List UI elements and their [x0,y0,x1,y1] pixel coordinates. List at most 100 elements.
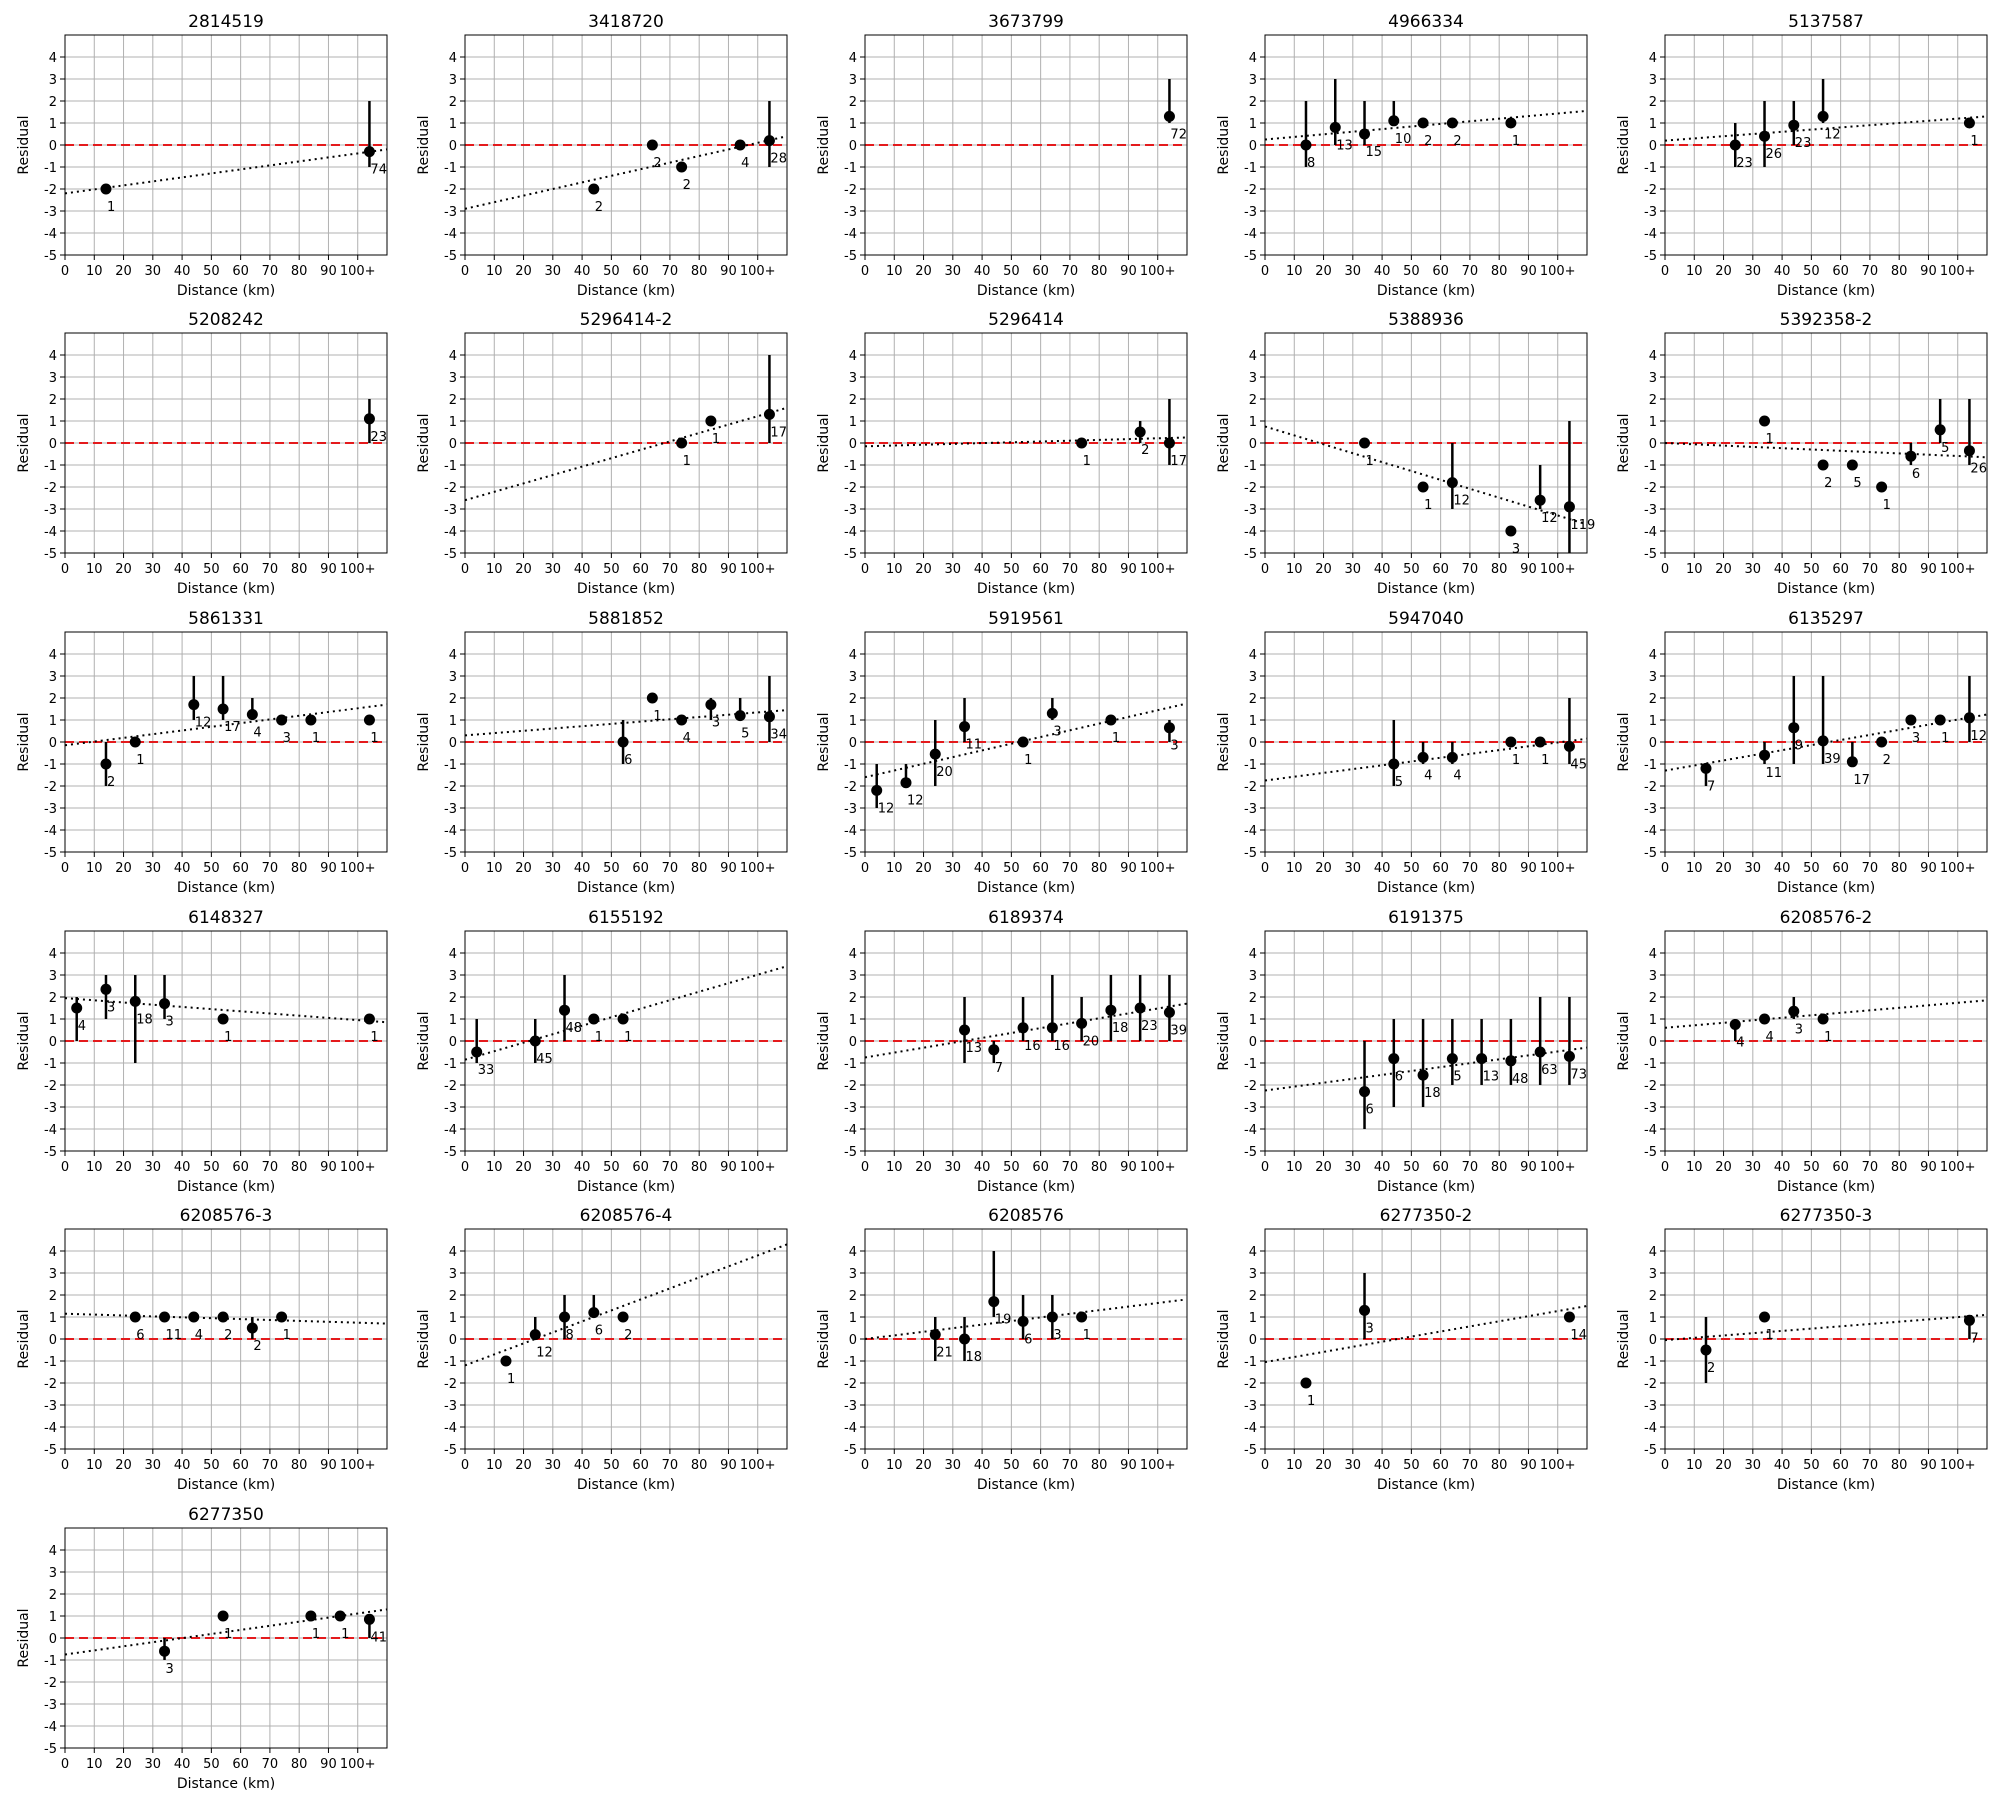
x-tick-label: 10 [1686,1160,1703,1175]
y-tick-label: 3 [849,670,857,685]
x-tick-label: 30 [545,264,562,279]
x-tick-label: 0 [1661,1458,1669,1473]
x-tick-label: 80 [1491,1160,1508,1175]
data-point [588,1013,600,1025]
subplot: 11 170 10 20 30 40 50 60 70 80 90 100+43210-1-2-3-4… [416,310,788,597]
x-tick-label: 70 [262,562,279,577]
y-tick-label: 2 [849,393,857,408]
count-label: 39 [1824,752,1841,767]
y-tick-label: -5 [1644,846,1657,861]
y-tick-label: -1 [1644,758,1657,773]
x-tick-label: 0 [61,861,69,876]
x-tick-label: 50 [1003,562,1020,577]
y-axis-label: Residual [1616,1011,1632,1070]
y-tick-label: 3 [49,1566,57,1581]
y-tick-label: 4 [1249,51,1257,66]
y-tick-label: -2 [444,1079,457,1094]
data-point [100,758,112,770]
x-tick-label: 10 [486,861,503,876]
x-tick-label: 80 [1891,562,1908,577]
y-tick-label: -1 [444,161,457,176]
y-tick-label: -3 [844,205,857,220]
data-point [363,1013,375,1025]
data-point [1934,714,1946,726]
y-tick-label: -2 [844,1377,857,1392]
y-tick-label: 2 [1649,393,1657,408]
count-label: 4 [253,726,261,741]
x-tick-label: 10 [1286,562,1303,577]
y-tick-label: 4 [1249,1245,1257,1260]
count-label: 1 [507,1372,515,1387]
trend-line [1264,1305,1588,1364]
x-tick-label: 30 [145,1458,162,1473]
trend-line [464,1243,788,1367]
x-axis-label: Distance (km) [577,581,675,597]
subplot-title: 6277350-2 [1380,1206,1473,1226]
data-point [188,1311,200,1323]
x-axis-label: Distance (km) [177,283,275,299]
subplot-title: 6155192 [588,908,664,928]
count-label: 1 [370,1030,378,1045]
x-tick-label: 30 [545,1458,562,1473]
x-tick-label: 10 [1286,1160,1303,1175]
count-label: 1 [624,1030,632,1045]
y-tick-label: -3 [1644,1101,1657,1116]
x-tick-label: 50 [1803,861,1820,876]
y-tick-label: 4 [49,947,57,962]
data-point [529,1329,541,1341]
x-tick-label: 100+ [1540,562,1576,577]
data-point [1017,1022,1029,1034]
data-point [159,1645,171,1657]
count-label: 2 [253,1339,261,1354]
y-tick-label: -5 [444,249,457,264]
x-tick-label: 90 [1120,1458,1137,1473]
data-point [959,1024,971,1036]
data-point [1759,1311,1771,1323]
x-tick-label: 90 [320,861,337,876]
x-tick-label: 10 [486,562,503,577]
y-tick-label: -2 [1644,183,1657,198]
y-tick-label: 2 [449,1289,457,1304]
y-tick-label: -5 [844,1145,857,1160]
y-tick-label: 4 [1249,648,1257,663]
y-tick-label: -1 [1244,1355,1257,1370]
x-tick-label: 70 [1062,861,1079,876]
y-tick-label: 4 [449,349,457,364]
x-tick-label: 20 [915,264,932,279]
y-tick-label: 3 [1649,1267,1657,1282]
data-point [1134,426,1146,438]
data-point [217,703,229,715]
y-tick-label: 2 [49,692,57,707]
y-tick-label: -3 [1644,1399,1657,1414]
y-tick-label: -5 [444,547,457,562]
count-label: 12 [195,716,212,731]
x-tick-label: 100+ [1540,264,1576,279]
x-tick-label: 100+ [340,1458,376,1473]
y-tick-label: 0 [49,1035,57,1050]
x-tick-label: 70 [1862,861,1879,876]
y-tick-label: 3 [1249,670,1257,685]
trend-line [464,135,788,210]
y-axis-label: Residual [16,712,32,771]
y-axis-label: Residual [1616,115,1632,174]
x-tick-label: 40 [1774,861,1791,876]
x-tick-label: 30 [945,562,962,577]
y-tick-label: -5 [1244,547,1257,562]
y-tick-label: 2 [1249,393,1257,408]
y-tick-label: -4 [44,1123,57,1138]
count-label: 6 [1912,467,1920,482]
count-label: 13 [966,1041,983,1056]
y-tick-label: 3 [1249,73,1257,88]
data-point [529,1035,541,1047]
y-tick-label: 1 [49,1311,57,1326]
y-tick-label: -4 [44,525,57,540]
x-tick-label: 0 [61,1757,69,1772]
y-tick-label: 3 [1649,969,1657,984]
subplot-title: 3673799 [988,12,1064,32]
y-axis-label: Residual [816,712,832,771]
data-point [676,161,688,173]
y-tick-label: 4 [49,1544,57,1559]
x-tick-label: 40 [1774,264,1791,279]
x-tick-label: 40 [1374,264,1391,279]
